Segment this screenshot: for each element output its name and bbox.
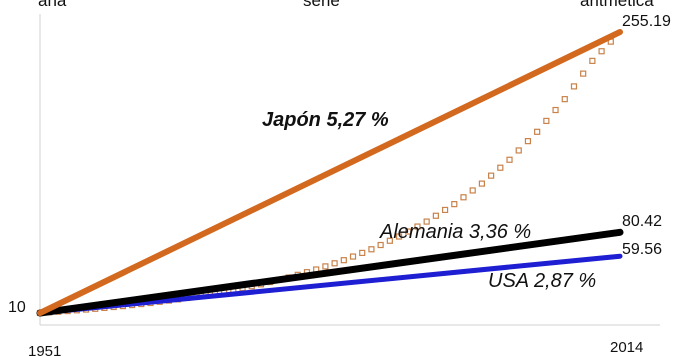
series-label-alemania: Alemania 3,36 % (379, 221, 531, 243)
dotted-square-marker (460, 194, 467, 201)
dotted-square-marker (570, 83, 578, 90)
dotted-square-marker (359, 249, 366, 257)
dotted-square-marker (423, 218, 430, 225)
dotted-square-marker (506, 156, 513, 163)
dotted-square-marker (405, 228, 412, 235)
dotted-square-marker (469, 187, 476, 194)
end-label-usa: 59.56 (622, 241, 662, 258)
dotted-square-marker (524, 138, 532, 145)
dotted-square-marker (580, 70, 587, 77)
dotted-square-marker (340, 257, 347, 264)
dotted-square-marker (368, 246, 375, 253)
dotted-square-marker (478, 180, 486, 187)
dotted-square-marker (598, 48, 605, 55)
dotted-square-marker (322, 263, 329, 270)
dotted-square-marker (561, 96, 568, 103)
dotted-square-marker (386, 237, 393, 244)
dotted-square-marker (488, 172, 495, 179)
end-label-alemania: 80.42 (622, 213, 662, 230)
dotted-square-marker (497, 164, 504, 171)
top-text-right: aritmética (580, 0, 654, 10)
dotted-square-marker (515, 147, 522, 154)
dotted-square-marker (414, 223, 421, 230)
dotted-square-marker (451, 201, 458, 208)
series-label-japon: Japón 5,27 % (262, 109, 389, 131)
dotted-square-marker (432, 212, 439, 219)
dotted-square-marker (377, 241, 384, 249)
dotted-square-marker (534, 128, 541, 135)
x-tick-end: 2014 (610, 339, 643, 356)
dotted-square-marker (331, 260, 338, 267)
x-tick-start: 1951 (28, 343, 61, 356)
dotted-square-marker (349, 253, 357, 260)
start-value-label: 10 (8, 299, 26, 316)
dotted-square-marker (441, 206, 449, 214)
dotted-square-marker (395, 233, 403, 240)
top-text-center: serie (303, 0, 340, 10)
dotted-square-marker (589, 57, 596, 64)
top-text-left: ana (38, 0, 67, 10)
dotted-square-marker (552, 106, 559, 114)
dotted-square-marker (543, 117, 550, 125)
end-label-japon: 255.19 (622, 13, 671, 30)
series-line-usa (37, 253, 623, 316)
series-label-usa: USA 2,87 % (488, 270, 596, 292)
series-line-japon (37, 29, 623, 316)
series-line-alemania (36, 228, 624, 317)
